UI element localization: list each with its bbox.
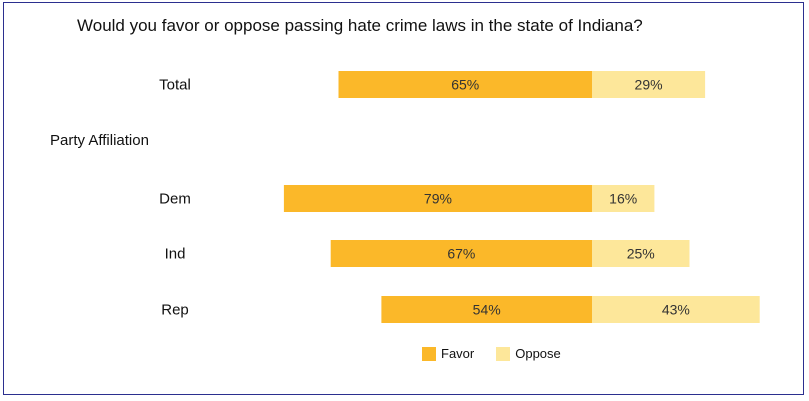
legend-swatch-oppose (496, 346, 511, 361)
category-label-rep: Rep (161, 302, 189, 319)
legend-label-favor: Favor (441, 346, 475, 361)
data-label-favor-total: 65% (451, 77, 479, 93)
category-label-dem: Dem (159, 191, 191, 208)
bar-favor-rep (381, 296, 592, 323)
bar-oppose-ind (592, 240, 690, 267)
bar-favor-ind (330, 240, 592, 267)
bar-favor-dem (283, 185, 592, 212)
data-label-oppose-total: 29% (635, 77, 663, 93)
data-label-oppose-rep: 43% (662, 302, 690, 318)
data-label-favor-dem: 79% (424, 191, 452, 207)
bar-oppose-dem (592, 185, 655, 212)
data-label-favor-ind: 67% (447, 246, 475, 262)
category-label-total: Total (159, 77, 191, 94)
bar-oppose-total (592, 71, 706, 98)
data-label-oppose-dem: 16% (609, 191, 637, 207)
legend-item-oppose: Oppose (496, 346, 561, 361)
chart-title: Would you favor or oppose passing hate c… (77, 16, 643, 35)
chart-frame (3, 2, 804, 395)
group-label-party-affiliation: Party Affiliation (50, 132, 149, 149)
legend-swatch-favor (422, 346, 436, 361)
bar-favor-total (338, 71, 592, 98)
legend: Favor Oppose (422, 346, 583, 361)
data-label-favor-rep: 54% (473, 302, 501, 318)
data-label-oppose-ind: 25% (627, 246, 655, 262)
bar-oppose-rep (592, 296, 760, 323)
legend-label-oppose: Oppose (515, 346, 561, 361)
category-label-ind: Ind (165, 246, 186, 263)
legend-item-favor: Favor (422, 346, 474, 361)
